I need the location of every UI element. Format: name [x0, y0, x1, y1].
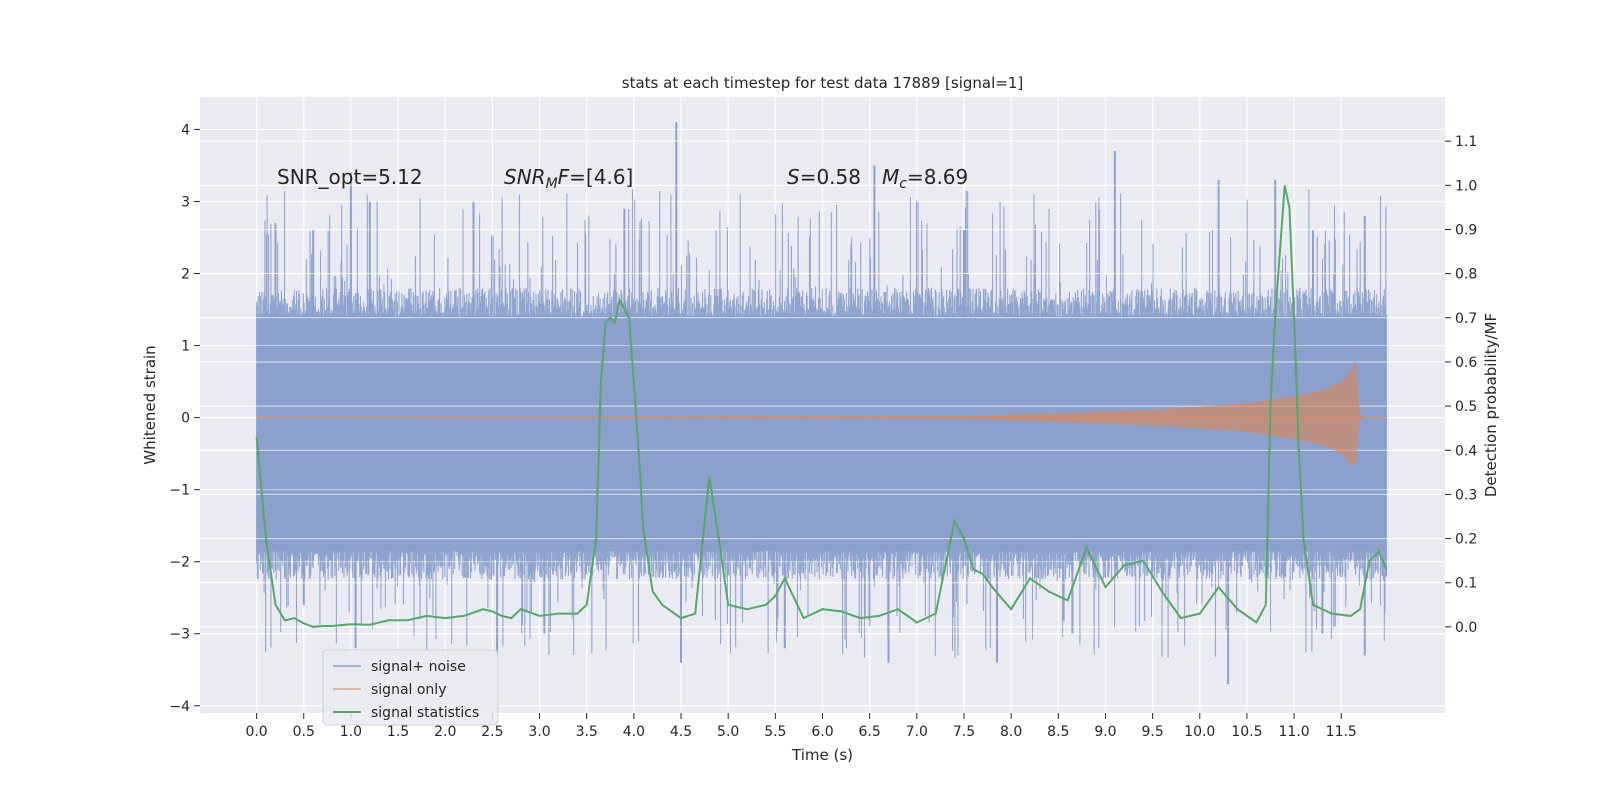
- noise-core-band: [256, 316, 1387, 551]
- y-tick-label: −1: [169, 483, 190, 499]
- y-tick-label: −4: [169, 699, 190, 715]
- x-tick-label: 11.0: [1279, 724, 1310, 740]
- x-tick-label: 8.0: [1000, 724, 1022, 740]
- x-tick-label: 5.0: [717, 724, 739, 740]
- y-right-tick-label: 0.6: [1455, 355, 1477, 371]
- series-signal-plus-noise: [200, 122, 1445, 707]
- y-right-tick-label: 1.0: [1455, 178, 1477, 194]
- right-y-axis: 1.1 1.0 0.9 0.8 0.7 0.6 0.5 0.4 0.3 0.2 0.1 0.0: [1445, 134, 1477, 636]
- y-right-tick-label: 0.8: [1455, 267, 1477, 283]
- legend-label: signal only: [371, 682, 446, 698]
- signal-only-envelope: [256, 360, 1389, 465]
- y-tick-label: 1: [181, 339, 190, 355]
- x-tick-label: 3.5: [576, 724, 598, 740]
- noise-peaks-lower: [302, 550, 1366, 685]
- x-tick-label: 2.0: [434, 724, 456, 740]
- x-tick-label: 9.0: [1094, 724, 1116, 740]
- x-tick-label: 10.5: [1231, 724, 1262, 740]
- series-signal-only: [256, 360, 1389, 465]
- legend-label: signal+ noise: [371, 659, 466, 675]
- x-tick-label: 0.0: [245, 724, 267, 740]
- series-signal-statistics: [255, 185, 1388, 628]
- right-y-axis-label: Detection probability/MF: [1482, 313, 1500, 497]
- x-axis-label: Time (s): [791, 746, 853, 764]
- y-axis-label: Whitened strain: [141, 345, 159, 464]
- x-tick-label: 7.5: [953, 724, 975, 740]
- y-right-tick-label: 1.1: [1455, 134, 1477, 150]
- y-tick-label: 4: [181, 122, 190, 138]
- x-tick-label: 1.5: [387, 724, 409, 740]
- x-tick-label: 3.0: [528, 724, 550, 740]
- x-tick-label: 2.5: [481, 724, 503, 740]
- y-right-tick-label: 0.4: [1455, 443, 1477, 459]
- y-right-tick-label: 0.2: [1455, 532, 1477, 548]
- y-right-tick-label: 0.3: [1455, 487, 1477, 503]
- x-tick-label: 7.0: [906, 724, 928, 740]
- x-tick-label: 6.5: [859, 724, 881, 740]
- annotations: SNR_opt=5.12 SNRMF=[4.6] S=0.58 Mc=8.69: [277, 165, 968, 192]
- signal-statistics-line: [255, 185, 1388, 628]
- legend-label: signal statistics: [371, 705, 479, 721]
- x-tick-label: 8.5: [1047, 724, 1069, 740]
- annotation-snr-mf: SNRMF=[4.6]: [504, 165, 633, 192]
- legend-box: [322, 649, 499, 726]
- y-right-tick-label: 0.1: [1455, 576, 1477, 592]
- x-axis: 0.0 0.5 1.0 1.5 2.0 2.5 3.0 3.5 4.0 4.5 5.0 5.5 6.0 6…: [245, 713, 1357, 740]
- y-right-tick-label: 0.5: [1455, 399, 1477, 415]
- x-tick-label: 1.0: [340, 724, 362, 740]
- y-tick-label: 0: [181, 411, 190, 427]
- annotation-snr-opt: SNR_opt=5.12: [277, 165, 423, 189]
- x-tick-label: 11.5: [1326, 724, 1357, 740]
- y-tick-label: −3: [169, 627, 190, 643]
- y-right-tick-label: 0.9: [1455, 222, 1477, 238]
- y-right-tick-label: 0.0: [1455, 620, 1477, 636]
- left-y-axis: 4 3 2 1 0 −1 −2 −3 −4: [169, 122, 200, 715]
- x-tick-label: 6.0: [811, 724, 833, 740]
- y-tick-label: 2: [181, 267, 190, 283]
- x-tick-label: 4.0: [623, 724, 645, 740]
- chart-title: stats at each timestep for test data 178…: [622, 74, 1023, 92]
- y-right-tick-label: 0.7: [1455, 311, 1477, 327]
- y-tick-label: −2: [169, 555, 190, 571]
- x-tick-label: 9.5: [1141, 724, 1163, 740]
- x-tick-label: 5.5: [764, 724, 786, 740]
- x-tick-label: 10.0: [1184, 724, 1215, 740]
- annotation-s: S=0.58: [787, 165, 861, 189]
- annotation-mc: Mc=8.69: [882, 165, 968, 192]
- legend: signal+ noise signal only signal statistic…: [322, 649, 499, 726]
- x-tick-label: 4.5: [670, 724, 692, 740]
- x-tick-label: 0.5: [293, 724, 315, 740]
- y-tick-label: 3: [181, 194, 190, 210]
